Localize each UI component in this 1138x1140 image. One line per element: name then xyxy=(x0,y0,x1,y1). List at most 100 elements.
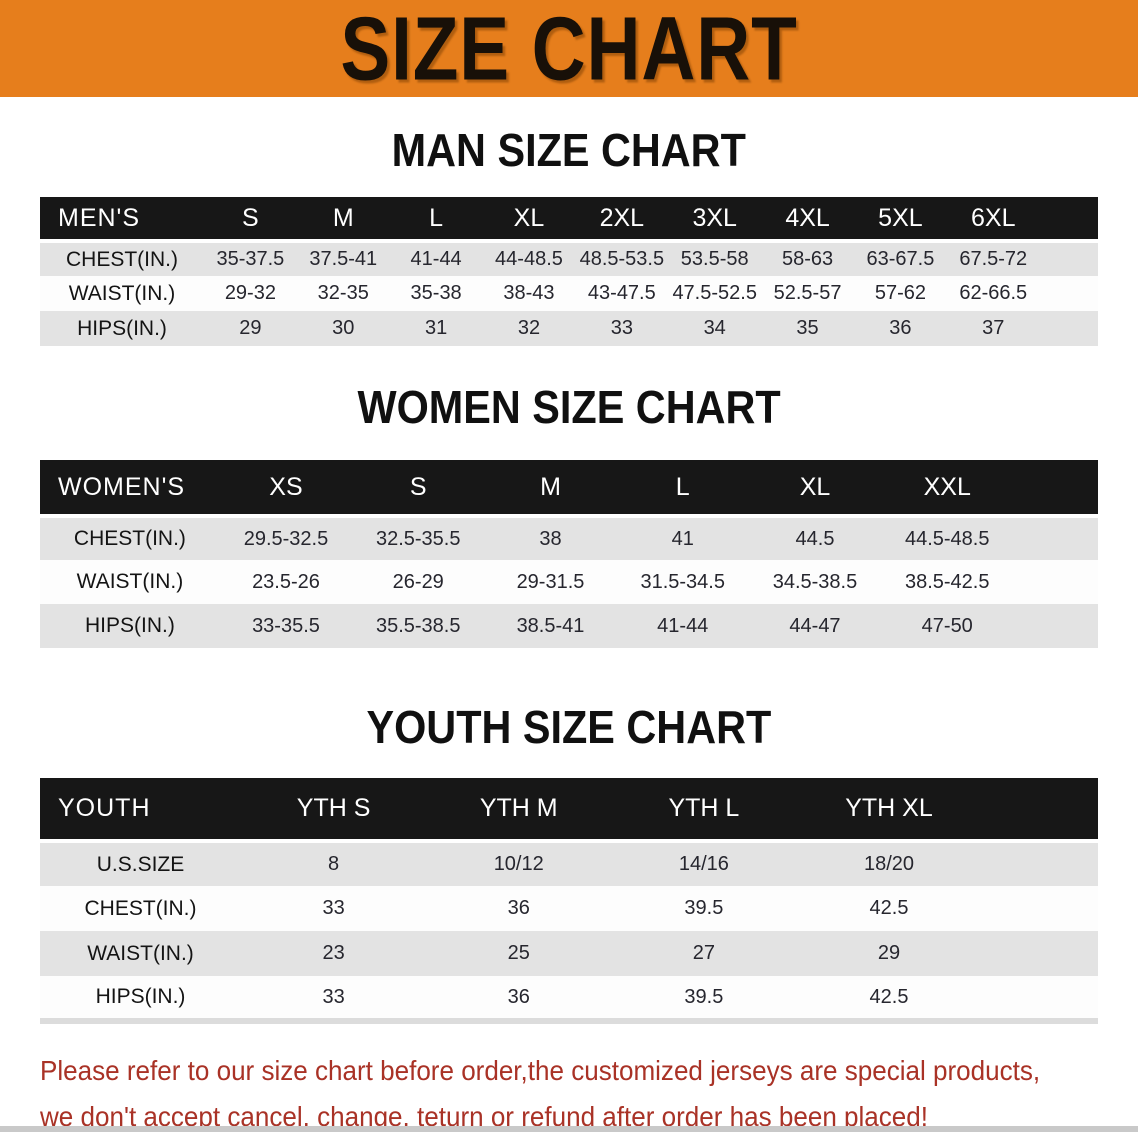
header-spacer xyxy=(1013,460,1098,518)
row-spacer xyxy=(1039,241,1098,276)
cell-value: 29.5-32.5 xyxy=(219,516,353,560)
cell-value: 36 xyxy=(853,311,947,346)
row-label: HIPS(IN.) xyxy=(40,311,204,346)
measurement-row: HIPS(IN.) 33-35.5 35.5-38.5 38.5-41 41-44 44-… xyxy=(40,604,1098,648)
cell-value: 29-31.5 xyxy=(484,560,617,604)
size-column-header: YTH S xyxy=(241,778,427,843)
cell-value: 53.5-58 xyxy=(668,241,762,276)
cell-value: 8 xyxy=(241,841,427,886)
men-size-table-wrap: MEN'S S M L XL 2XL 3XL 4XL 5XL 6XL CHEST(IN.) 35-37… xyxy=(40,197,1098,346)
cell-value: 37.5-41 xyxy=(296,241,390,276)
row-spacer xyxy=(1013,516,1098,560)
size-column-header: 3XL xyxy=(668,197,762,243)
cell-value: 58-63 xyxy=(761,241,854,276)
women-size-table: WOMEN'S XS S M L XL XXL CHEST(IN.) 29.5-32.5 32.5… xyxy=(40,460,1098,648)
youth-section-heading-text: YOUTH SIZE CHART xyxy=(366,701,772,753)
cell-value: 35 xyxy=(761,311,854,346)
row-spacer xyxy=(981,886,1098,931)
row-label: WAIST(IN.) xyxy=(40,931,242,976)
youth-corner-label: YOUTH xyxy=(40,778,242,843)
cell-value: 37 xyxy=(946,311,1040,346)
cell-value: 23 xyxy=(241,931,427,976)
cell-value: 25 xyxy=(426,931,612,976)
man-section-heading-text: MAN SIZE CHART xyxy=(391,124,747,176)
cell-value: 23.5-26 xyxy=(219,560,353,604)
cell-value: 39.5 xyxy=(611,886,797,931)
header-spacer xyxy=(981,778,1098,843)
row-label: HIPS(IN.) xyxy=(40,976,242,1021)
disclaimer-line-2: we don't accept cancel, change, teturn o… xyxy=(40,1101,929,1132)
cell-value: 30 xyxy=(296,311,390,346)
cell-value: 42.5 xyxy=(796,976,982,1021)
size-column-header: YTH XL xyxy=(796,778,982,843)
size-column-header: S xyxy=(203,197,297,243)
size-chart-banner: SIZE CHART xyxy=(0,0,1138,97)
cell-value: 57-62 xyxy=(853,276,947,311)
row-spacer xyxy=(1013,604,1098,648)
measurement-row: U.S.SIZE 8 10/12 14/16 18/20 xyxy=(40,841,1098,886)
bottom-edge-strip xyxy=(0,1126,1138,1132)
size-column-header: L xyxy=(389,197,483,243)
cell-value: 27 xyxy=(611,931,797,976)
cell-value: 34.5-38.5 xyxy=(748,560,882,604)
measurement-row: CHEST(IN.) 35-37.5 37.5-41 41-44 44-48.5 48.5… xyxy=(40,241,1098,276)
header-band-row: MEN'S S M L XL 2XL 3XL 4XL 5XL 6XL xyxy=(40,197,1098,243)
row-label: WAIST(IN.) xyxy=(40,560,220,604)
size-column-header: 5XL xyxy=(853,197,947,243)
cell-value: 35-37.5 xyxy=(203,241,297,276)
cell-value: 63-67.5 xyxy=(853,241,947,276)
measurement-row: CHEST(IN.) 33 36 39.5 42.5 xyxy=(40,886,1098,931)
row-spacer xyxy=(1039,276,1098,311)
cell-value: 35-38 xyxy=(389,276,483,311)
cell-value: 32.5-35.5 xyxy=(352,516,485,560)
women-section-heading-text: WOMEN SIZE CHART xyxy=(357,381,781,433)
cell-value: 67.5-72 xyxy=(946,241,1040,276)
women-size-table-wrap: WOMEN'S XS S M L XL XXL CHEST(IN.) 29.5-32.5 32.5… xyxy=(40,460,1098,648)
cell-value: 29 xyxy=(203,311,297,346)
size-column-header: M xyxy=(484,460,617,518)
cell-value: 42.5 xyxy=(796,886,982,931)
cell-value: 14/16 xyxy=(611,841,797,886)
header-spacer xyxy=(1039,197,1098,243)
youth-section-heading: YOUTH SIZE CHART xyxy=(0,704,1138,750)
women-section-heading: WOMEN SIZE CHART xyxy=(0,384,1138,430)
women-corner-label: WOMEN'S xyxy=(40,460,220,518)
measurement-row: HIPS(IN.) 29 30 31 32 33 34 35 36 37 xyxy=(40,311,1098,346)
cell-value: 43-47.5 xyxy=(575,276,669,311)
men-corner-label: MEN'S xyxy=(40,197,204,243)
cell-value: 36 xyxy=(426,976,612,1021)
size-column-header: XS xyxy=(219,460,353,518)
cell-value: 41 xyxy=(616,516,749,560)
cell-value: 35.5-38.5 xyxy=(352,604,485,648)
size-column-header: 6XL xyxy=(946,197,1040,243)
cell-value: 31.5-34.5 xyxy=(616,560,749,604)
size-column-header: 2XL xyxy=(575,197,669,243)
cell-value: 32-35 xyxy=(296,276,390,311)
cell-value: 44.5 xyxy=(748,516,882,560)
size-column-header: S xyxy=(352,460,485,518)
cell-value: 26-29 xyxy=(352,560,485,604)
row-spacer xyxy=(981,841,1098,886)
cell-value: 39.5 xyxy=(611,976,797,1021)
cell-value: 18/20 xyxy=(796,841,982,886)
row-label: CHEST(IN.) xyxy=(40,241,204,276)
size-column-header: 4XL xyxy=(761,197,854,243)
row-label: WAIST(IN.) xyxy=(40,276,204,311)
youth-size-table: YOUTH YTH S YTH M YTH L YTH XL U.S.SIZE 8 10/12… xyxy=(40,778,1098,1024)
cell-value: 10/12 xyxy=(426,841,612,886)
cell-value: 31 xyxy=(389,311,483,346)
cell-value: 48.5-53.5 xyxy=(575,241,669,276)
men-size-table: MEN'S S M L XL 2XL 3XL 4XL 5XL 6XL CHEST(IN.) 35-37… xyxy=(40,197,1098,346)
row-label: HIPS(IN.) xyxy=(40,604,220,648)
measurement-row: HIPS(IN.) 33 36 39.5 42.5 xyxy=(40,976,1098,1021)
cell-value: 32 xyxy=(482,311,576,346)
cell-value: 47.5-52.5 xyxy=(668,276,762,311)
cell-value: 44.5-48.5 xyxy=(881,516,1014,560)
row-spacer xyxy=(981,931,1098,976)
size-column-header: YTH L xyxy=(611,778,797,843)
measurement-row: CHEST(IN.) 29.5-32.5 32.5-35.5 38 41 44.5 44.5… xyxy=(40,516,1098,560)
cell-value: 38.5-41 xyxy=(484,604,617,648)
row-label: CHEST(IN.) xyxy=(40,886,242,931)
cell-value: 47-50 xyxy=(881,604,1014,648)
cell-value: 36 xyxy=(426,886,612,931)
